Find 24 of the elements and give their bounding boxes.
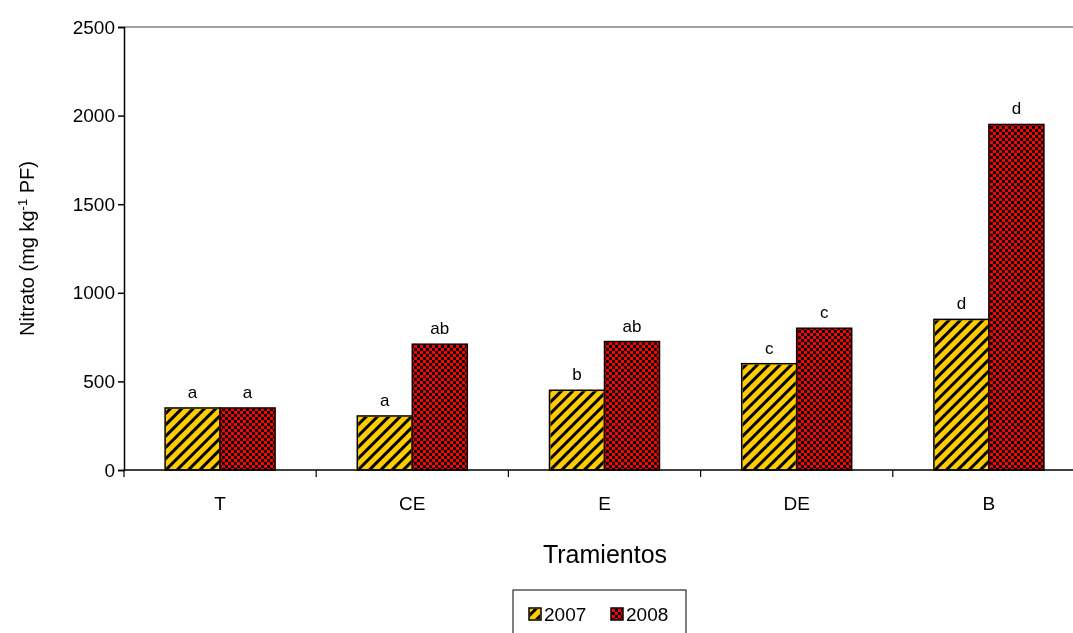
annotation: a — [187, 382, 198, 402]
y-tick-label: 0 — [104, 459, 115, 481]
y-tick-label: 1500 — [72, 193, 115, 215]
x-tick-label: CE — [399, 493, 426, 514]
legend-label: 2008 — [626, 604, 669, 625]
annotation: b — [572, 365, 582, 385]
y-tick-label: 2000 — [72, 105, 115, 127]
annotation: a — [242, 382, 253, 402]
x-tick-label: T — [214, 493, 227, 514]
y-tick-label: 500 — [83, 370, 115, 392]
annotation: d — [1011, 99, 1022, 119]
annotation: c — [819, 303, 829, 323]
x-tick-label: E — [598, 493, 611, 514]
legend-label: 2007 — [544, 604, 587, 625]
annotation: ab — [430, 319, 450, 339]
annotation: ab — [622, 316, 642, 336]
annotation: a — [380, 390, 391, 410]
annotation: d — [956, 294, 967, 314]
y-tick-label: 1000 — [72, 282, 115, 304]
x-axis-title: Tramientos — [542, 540, 668, 568]
y-tick-label: 2500 — [72, 16, 115, 38]
x-tick-label: B — [982, 493, 996, 514]
annotation: c — [764, 338, 774, 358]
x-tick-label: DE — [783, 493, 810, 514]
